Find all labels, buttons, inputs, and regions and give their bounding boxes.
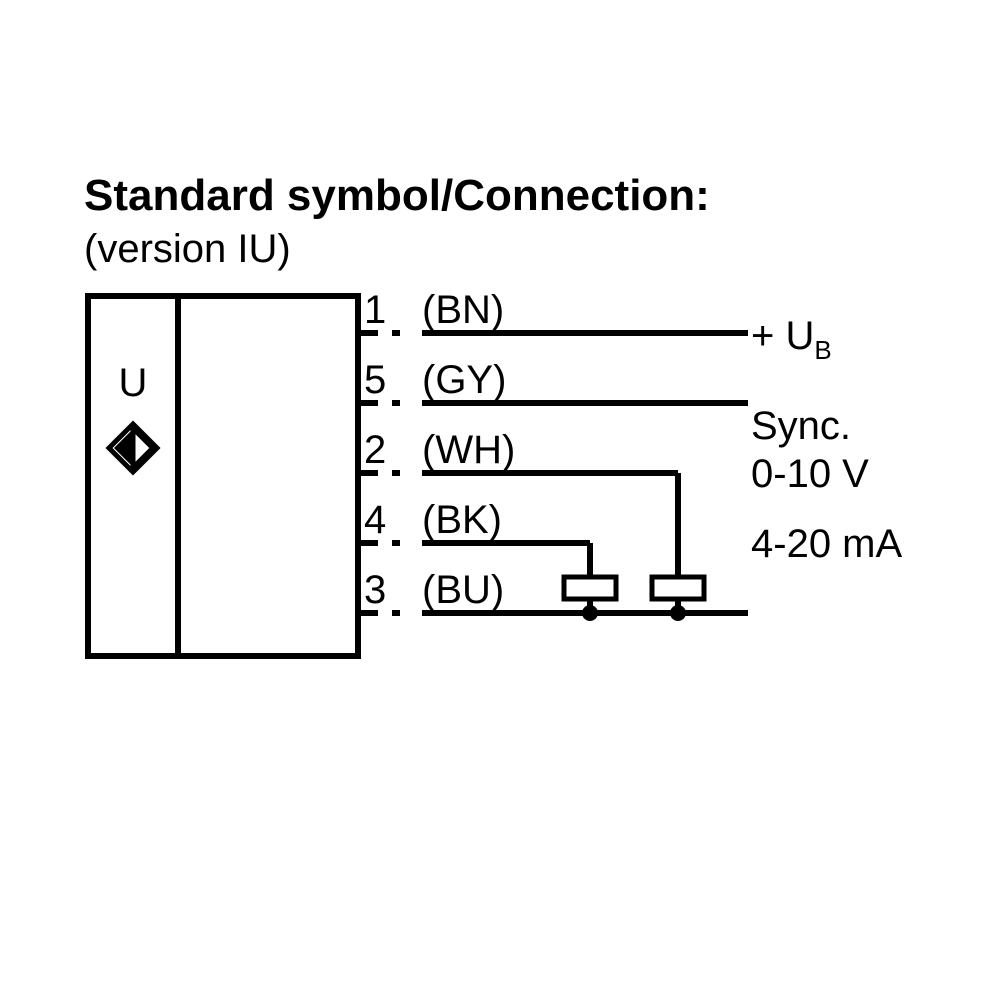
connection-diagram: Standard symbol/Connection: (version IU) U…	[0, 0, 1000, 1000]
load-resistor-1	[564, 577, 616, 599]
pin-color-3: (BU)	[422, 568, 504, 612]
pin-number-2: 2	[364, 428, 386, 472]
desc-ub-plus: + UB	[751, 314, 832, 365]
pin-color-1: (BN)	[422, 288, 504, 332]
desc-0-10v: 0-10 V	[751, 452, 869, 496]
desc-sync: Sync.	[751, 404, 851, 448]
node-bu-2	[670, 605, 686, 621]
pin-color-5: (GY)	[422, 358, 506, 402]
pin-number-1: 1	[364, 288, 386, 332]
symbol-letter: U	[119, 361, 148, 405]
sensor-box	[88, 296, 358, 656]
diagram-title: Standard symbol/Connection:	[84, 171, 710, 220]
pin-number-5: 5	[364, 358, 386, 402]
pin-number-4: 4	[364, 498, 386, 542]
desc-4-20ma: 4-20 mA	[751, 522, 902, 566]
load-resistor-2	[652, 577, 704, 599]
diagram-subtitle: (version IU)	[84, 227, 291, 271]
pin-number-3: 3	[364, 568, 386, 612]
node-bu-1	[582, 605, 598, 621]
pin-color-4: (BK)	[422, 498, 502, 542]
pin-color-2: (WH)	[422, 428, 515, 472]
